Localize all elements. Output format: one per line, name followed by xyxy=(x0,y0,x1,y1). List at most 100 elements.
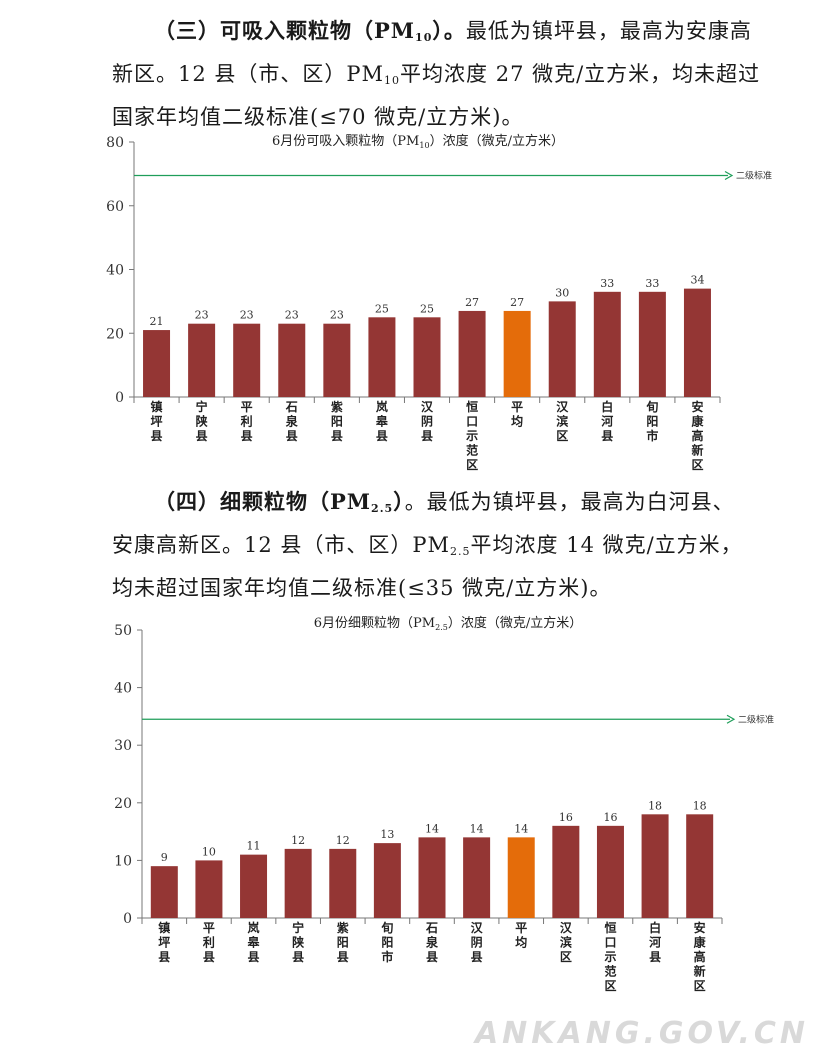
bar xyxy=(323,323,351,397)
x-category-label-char: 坪 xyxy=(158,936,170,950)
bar-value-label: 23 xyxy=(330,309,344,322)
x-category-label-char: 阳 xyxy=(381,935,393,950)
paragraph-pm25: （四）细颗粒物（PM2.5）。最低为镇坪县，最高为白河县、 安康高新区。12 县… xyxy=(112,483,742,607)
bar xyxy=(683,288,711,397)
x-category-label-char: 紫 xyxy=(331,399,343,414)
bar-value-label: 14 xyxy=(470,822,484,835)
x-category-label-char: 恒 xyxy=(604,920,616,935)
bar-value-label: 25 xyxy=(375,302,389,315)
bar-value-label: 30 xyxy=(555,286,569,299)
x-category-label-char: 利 xyxy=(203,935,215,950)
bar xyxy=(593,291,621,397)
bar xyxy=(552,825,580,918)
y-tick-label: 0 xyxy=(115,390,124,406)
standard-line-arrow xyxy=(724,170,734,180)
bar-value-label: 14 xyxy=(425,822,439,835)
x-category-label-char: 陕 xyxy=(196,414,208,429)
chart-title-text: 6月份可吸入颗粒物（PM xyxy=(272,134,419,149)
bar-value-label: 18 xyxy=(693,799,707,812)
x-category-label-char: 平 xyxy=(515,921,527,935)
bar-value-label: 33 xyxy=(645,277,659,290)
x-category-label-char: 均 xyxy=(515,935,527,950)
y-tick-label: 60 xyxy=(106,199,124,215)
x-category-label-char: 县 xyxy=(241,429,253,443)
chart-title: 6月份细颗粒物（PM2.5）浓度（微克/立方米） xyxy=(314,615,582,632)
chart-title-subscript: 2.5 xyxy=(435,623,448,632)
x-category-label: 旬阳市 xyxy=(380,920,393,964)
x-category-label-char: 陕 xyxy=(292,935,304,950)
bar xyxy=(373,843,401,918)
x-category-label-char: 坪 xyxy=(151,415,163,429)
bar xyxy=(233,323,261,397)
x-category-label-char: 县 xyxy=(649,950,661,964)
x-category-label-char: 汉 xyxy=(421,399,434,414)
x-category-label-char: 白 xyxy=(649,920,661,935)
section-heading: （三）可吸入颗粒物（PM10）。 xyxy=(154,18,466,44)
x-category-label: 汉阴县 xyxy=(471,920,484,964)
bar xyxy=(278,323,306,397)
x-category-label-char: 康 xyxy=(691,414,704,429)
bar-value-label: 12 xyxy=(291,834,305,847)
x-category-label-char: 河 xyxy=(600,414,613,429)
pm10-bar-chart: 6月份可吸入颗粒物（PM10）浓度（微克/立方米） 0 20 40 60 80 21 镇坪县 2… xyxy=(106,133,772,472)
bar xyxy=(143,330,171,397)
x-category-label-char: 县 xyxy=(471,950,483,964)
bar xyxy=(507,837,535,918)
y-tick-label: 40 xyxy=(106,263,124,279)
bar-value-label: 23 xyxy=(195,309,209,322)
bar-value-label: 10 xyxy=(202,845,216,858)
x-category-label-char: 宁 xyxy=(196,399,208,414)
paragraph-line: 国家年均值二级标准(≤70 微克/立方米)。 xyxy=(112,105,524,129)
x-category-label-char: 县 xyxy=(337,950,349,964)
x-category-label-char: 汉 xyxy=(471,920,484,935)
x-category-label-char: 汉 xyxy=(560,920,573,935)
chart-title: 6月份可吸入颗粒物（PM10）浓度（微克/立方米） xyxy=(272,133,564,150)
standard-line-label: 二级标准 xyxy=(738,713,774,725)
y-tick-label: 30 xyxy=(114,738,132,754)
x-category-label-char: 区 xyxy=(560,950,572,964)
x-category-label-char: 岚 xyxy=(248,920,260,935)
x-category-label-char: 县 xyxy=(196,429,208,443)
bar xyxy=(458,310,486,397)
bar xyxy=(548,301,576,397)
y-tick-label: 0 xyxy=(123,911,132,927)
x-category-label-char: 紫 xyxy=(337,920,349,935)
bar xyxy=(418,837,446,918)
chart-title-text: ）浓度（微克/立方米） xyxy=(430,133,564,149)
x-category-label-char: 县 xyxy=(248,950,260,964)
x-category-label: 平利县 xyxy=(203,921,215,964)
x-category-label-char: 区 xyxy=(556,429,568,443)
x-category-label-char: 阴 xyxy=(421,414,433,429)
x-category-label-char: 白 xyxy=(601,399,613,414)
x-category-label: 汉滨区 xyxy=(556,399,569,443)
x-category-label: 安康高新区 xyxy=(691,399,704,472)
x-category-label-char: 滨 xyxy=(556,414,568,429)
x-category-label-char: 均 xyxy=(511,414,523,429)
x-category-label: 紫阳县 xyxy=(331,399,343,443)
x-category-label-char: 利 xyxy=(241,414,253,429)
x-category-label: 安康高新区 xyxy=(694,920,707,993)
pm25-bar-chart: 6月份细颗粒物（PM2.5）浓度（微克/立方米） 0 10 20 30 40 50 9 镇坪县 1… xyxy=(114,615,774,993)
bar-value-label: 14 xyxy=(514,822,528,835)
paragraph-line: 均未超过国家年均值二级标准(≤35 微克/立方米)。 xyxy=(112,576,612,600)
x-category-label: 镇坪县 xyxy=(151,399,163,443)
x-category-label-char: 县 xyxy=(203,950,215,964)
x-category-label: 汉滨区 xyxy=(560,920,573,964)
x-category-label: 镇坪县 xyxy=(158,920,170,964)
y-tick-label: 10 xyxy=(114,853,132,869)
x-category-label-char: 石 xyxy=(285,400,298,414)
standard-line-label: 二级标准 xyxy=(736,169,772,181)
x-category-label-char: 河 xyxy=(648,935,661,950)
site-watermark: ANKANG.GOV.CN xyxy=(474,1016,809,1051)
bar xyxy=(413,317,441,397)
paragraph-line: （四）细颗粒物（PM2.5）。最低为镇坪县，最高为白河县、 xyxy=(154,489,735,515)
x-category-label-char: 市 xyxy=(646,428,658,443)
y-tick-label: 80 xyxy=(106,135,124,151)
x-category-label-char: 岚 xyxy=(376,399,388,414)
x-category-label-char: 恒 xyxy=(466,399,478,414)
y-tick-label: 20 xyxy=(114,796,132,812)
x-category-label: 白河县 xyxy=(600,399,613,443)
x-category-label-char: 汉 xyxy=(556,399,569,414)
paragraph-pm10: （三）可吸入颗粒物（PM10）。最低为镇坪县，最高为安康高 新区。12 县（市、… xyxy=(112,12,759,136)
bar xyxy=(463,837,491,918)
